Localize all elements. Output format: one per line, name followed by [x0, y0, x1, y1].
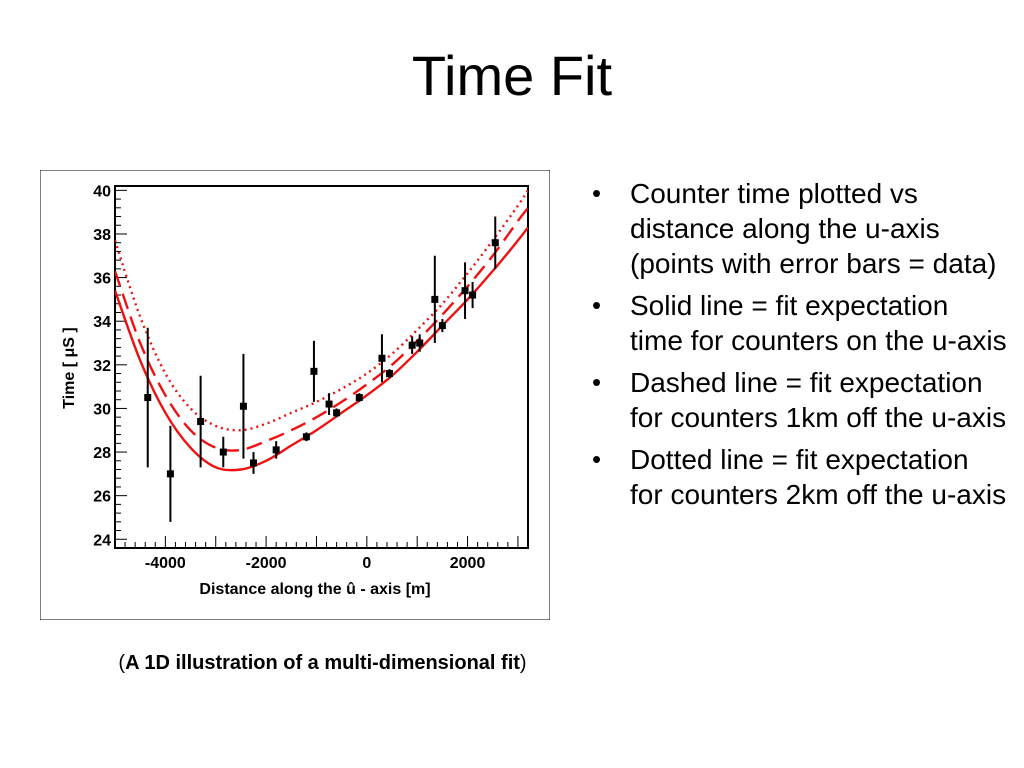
bullet-icon: • — [592, 178, 602, 208]
bullet-text: Counter time plotted vs distance along t… — [630, 178, 997, 279]
bullet-item: • Dashed line = fit expectation for count… — [588, 365, 1008, 435]
bullet-item: • Solid line = fit expectation time for c… — [588, 288, 1008, 358]
caption-close-paren: ) — [519, 652, 527, 674]
data-point — [325, 400, 333, 408]
bullet-text: Dashed line = fit expectation for counte… — [630, 367, 1007, 433]
x-tick-label: -2000 — [246, 555, 287, 572]
data-point — [431, 295, 439, 303]
data-point — [461, 287, 469, 295]
y-tick-label: 32 — [93, 358, 111, 375]
data-point — [197, 418, 205, 426]
bullet-item: • Dotted line = fit expectation for count… — [588, 442, 1008, 512]
data-point — [333, 409, 341, 417]
data-point — [491, 239, 499, 247]
data-point — [438, 322, 446, 330]
chart-caption: (A 1D illustration of a multi-dimensiona… — [50, 650, 595, 676]
y-tick-label: 38 — [93, 227, 111, 244]
caption-open-paren: ( — [118, 652, 126, 674]
data-point — [250, 459, 258, 467]
y-tick-label: 26 — [93, 489, 111, 506]
x-tick-label: -4000 — [145, 555, 186, 572]
time-fit-chart: 24 26 28 30 32 34 36 38 40 -4000 -2000 0 2000 Distan… — [40, 170, 550, 620]
data-point — [416, 339, 424, 347]
x-axis-label: Distance along the û - axis [m] — [199, 581, 430, 598]
y-tick-label: 34 — [93, 314, 111, 331]
bullet-item: • Counter time plotted vs distance along … — [588, 176, 1008, 281]
data-point — [302, 433, 310, 441]
x-tick-label: 0 — [362, 555, 371, 572]
bullet-text: Dotted line = fit expectation for counte… — [630, 444, 1007, 510]
data-point — [144, 394, 152, 402]
data-point — [385, 370, 393, 378]
bullet-list: • Counter time plotted vs distance along … — [588, 176, 1008, 519]
bullet-icon: • — [592, 444, 602, 474]
data-point — [272, 446, 280, 454]
y-tick-label: 30 — [93, 401, 111, 418]
chart-frame — [40, 170, 550, 620]
data-point — [310, 367, 318, 375]
bullet-text: Solid line = fit expectation time for co… — [630, 290, 1007, 356]
data-point — [378, 354, 386, 362]
caption-text: A 1D illustration of a multi-dimensional… — [125, 652, 520, 674]
y-tick-label: 40 — [93, 183, 111, 200]
y-tick-label: 36 — [93, 271, 111, 288]
data-point — [219, 448, 227, 456]
bullet-icon: • — [592, 367, 602, 397]
plot-frame — [114, 185, 529, 549]
data-point — [469, 291, 477, 299]
data-point — [408, 341, 416, 349]
bullet-icon: • — [592, 290, 602, 320]
data-point — [166, 470, 174, 478]
y-tick-label: 24 — [93, 532, 111, 549]
slide-title: Time Fit — [411, 44, 613, 107]
y-axis-label: Time [ μS ] — [61, 327, 78, 409]
data-point — [239, 402, 247, 410]
y-tick-label: 28 — [93, 445, 111, 462]
fit-curve-dashed — [115, 207, 528, 452]
data-point — [355, 394, 363, 402]
x-tick-label: 2000 — [450, 555, 486, 572]
